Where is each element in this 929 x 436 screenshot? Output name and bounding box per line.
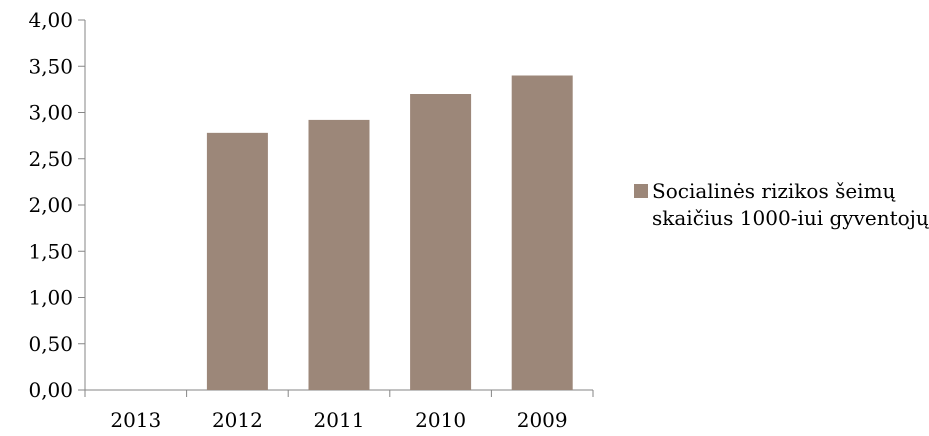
- y-tick-label: 1,50: [28, 239, 73, 263]
- bar: [206, 132, 268, 390]
- y-tick-label: 0,00: [28, 378, 73, 402]
- y-tick-label: 0,50: [28, 332, 73, 356]
- x-tick-label: 2011: [314, 408, 365, 432]
- y-tick-label: 3,50: [28, 54, 73, 78]
- x-axis: 2013 2012 2011 2010 2009: [84, 389, 594, 432]
- bar: [410, 94, 472, 390]
- legend-label: Socialinės rizikos šeimų skaičius 1000-i…: [652, 179, 929, 230]
- bars: [206, 75, 573, 391]
- y-tick-label: 2,00: [28, 193, 73, 217]
- legend: Socialinės rizikos šeimų skaičius 1000-i…: [634, 178, 929, 232]
- y-tick-label: 4,00: [28, 8, 73, 32]
- bar: [308, 119, 370, 391]
- y-axis: 0,00 0,50 1,00 1,50 2,00 2,50 3,00 3,50 4,00: [28, 8, 86, 402]
- y-tick-label: 3,00: [28, 101, 73, 125]
- y-tick-label: 2,50: [28, 147, 73, 171]
- x-tick-label: 2010: [415, 408, 466, 432]
- y-tick-label: 1,00: [28, 286, 73, 310]
- bar: [511, 75, 573, 390]
- legend-swatch: [634, 184, 648, 198]
- x-tick-label: 2009: [517, 408, 568, 432]
- x-tick-label: 2013: [110, 408, 161, 432]
- x-tick-label: 2012: [212, 408, 263, 432]
